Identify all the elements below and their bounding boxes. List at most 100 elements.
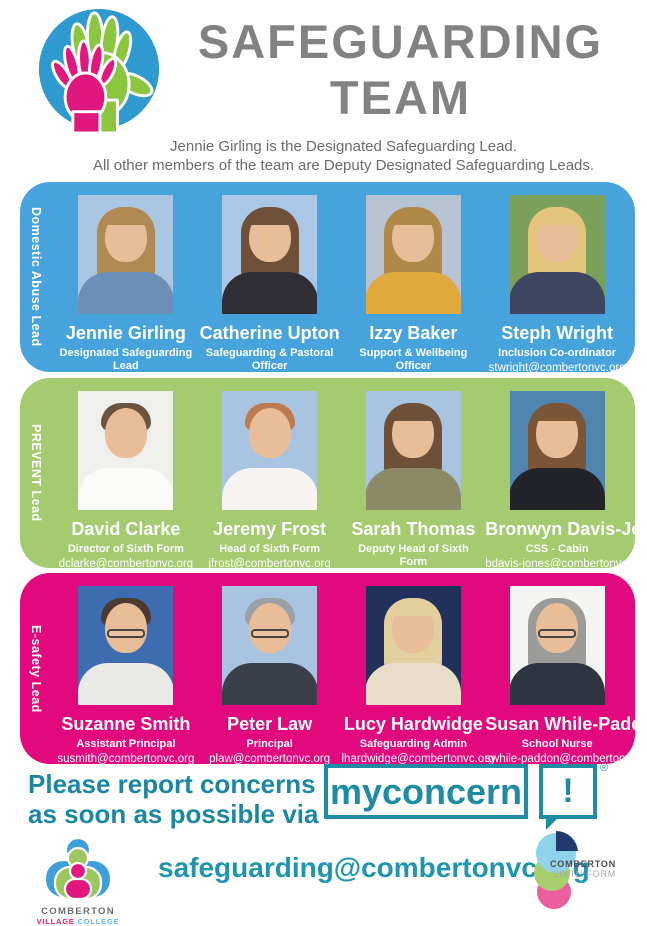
subtitle-line-2: All other members of the team are Deputy… xyxy=(92,157,595,174)
person-role: Safeguarding & Pastoral Officer xyxy=(205,347,334,372)
band-people-row: David Clarke Director of Sixth Form dcla… xyxy=(54,378,647,583)
photo-torso xyxy=(78,663,174,705)
person-name: Susan While-Paddon xyxy=(485,714,647,734)
photo-glasses xyxy=(250,629,289,638)
photo-glasses xyxy=(106,629,145,638)
person-photo xyxy=(78,391,174,510)
person-role: Support & Wellbeing Officer xyxy=(359,347,468,372)
photo-fringe xyxy=(103,209,148,225)
person-name: David Clarke xyxy=(71,519,181,539)
photo-torso xyxy=(78,468,174,510)
person-role: Director of Sixth Form xyxy=(67,543,184,555)
person-card-susan-while-paddon: Susan While-Paddon School Nurse swhile-p… xyxy=(485,573,647,765)
csf-logo-text-1: COMBERTON xyxy=(550,859,617,869)
person-card-lucy-hardwidge: Lucy Hardwidge Safeguarding Admin lhardw… xyxy=(341,573,495,765)
myconcern-wordmark: myconcern xyxy=(324,764,528,819)
person-photo xyxy=(78,195,174,314)
person-role: Deputy Head of Sixth Form xyxy=(358,543,469,568)
person-name: Jennie Girling xyxy=(65,323,186,343)
person-email: susmith@combertonvc.org xyxy=(57,753,195,765)
person-name: Izzy Baker xyxy=(369,323,458,343)
photo-fringe xyxy=(391,600,436,616)
person-email: lhardwidge@combertonvc.org xyxy=(341,753,495,765)
cvc-logo-text-2: VILLAGE COLLEGE xyxy=(28,917,128,926)
person-role: Designated Safeguarding Lead xyxy=(59,347,193,372)
person-role: Safeguarding Admin xyxy=(359,738,467,750)
person-photo xyxy=(509,195,605,314)
band-people-row: Suzanne Smith Assistant Principal susmit… xyxy=(54,573,647,765)
report-line-1: Please report concerns xyxy=(28,769,316,799)
person-photo xyxy=(365,391,461,510)
photo-torso xyxy=(222,272,318,314)
person-role: Principal xyxy=(246,738,293,750)
person-photo xyxy=(78,586,174,705)
band-vertical-label: Domestic Abuse Lead xyxy=(29,207,43,347)
person-email: jfrost@combertonvc.org xyxy=(208,558,331,570)
photo-fringe xyxy=(391,405,436,421)
cvc-logo-village: VILLAGE xyxy=(36,917,75,926)
photo-head xyxy=(104,408,147,458)
photo-fringe xyxy=(535,209,580,225)
myconcern-exclamation-icon: ! xyxy=(539,764,597,830)
photo-torso xyxy=(222,663,318,705)
photo-torso xyxy=(509,663,605,705)
cvc-logo-text-1: COMBERTON xyxy=(41,906,115,917)
band-people-row: Jennie Girling Designated Safeguarding L… xyxy=(54,182,629,387)
report-concerns-text: Please report concerns as soon as possib… xyxy=(28,769,318,829)
title-line-2: TEAM xyxy=(329,71,472,124)
person-email: stwright@combertonvc.org xyxy=(488,362,626,374)
person-name: Bronwyn Davis-Jones xyxy=(485,519,647,539)
person-card-david-clarke: David Clarke Director of Sixth Form dcla… xyxy=(54,378,198,570)
person-name: Catherine Upton xyxy=(199,323,340,343)
photo-head xyxy=(104,603,147,653)
title-line-1: SAFEGUARDING xyxy=(197,15,604,68)
registered-trademark-mark: ® xyxy=(600,762,609,774)
cvc-logo-college: COLLEGE xyxy=(77,917,120,926)
myconcern-logo: myconcern ! ® xyxy=(324,762,609,830)
csf-circles-icon xyxy=(534,830,578,909)
subtitle: Jennie Girling is the Designated Safegua… xyxy=(40,137,647,175)
person-photo xyxy=(222,586,318,705)
page-title: SAFEGUARDING TEAM xyxy=(158,14,643,126)
person-email: bdavis-jones@combertonvc.org xyxy=(485,558,647,570)
person-name: Peter Law xyxy=(227,714,313,734)
person-role: Head of Sixth Form xyxy=(219,543,321,555)
person-photo xyxy=(365,195,461,314)
person-role: Assistant Principal xyxy=(76,738,176,750)
hands-circle-logo-icon xyxy=(36,6,162,135)
person-role: CSS - Cabin xyxy=(525,543,589,555)
person-card-izzy-baker: Izzy Baker Support & Wellbeing Officer i… xyxy=(342,182,486,387)
photo-glasses xyxy=(538,629,577,638)
photo-torso xyxy=(365,468,461,510)
band-domestic-abuse-lead: Domestic Abuse Lead Jennie Girling Desig… xyxy=(20,182,635,387)
person-card-steph-wright: Steph Wright Inclusion Co-ordinator stwr… xyxy=(485,182,629,374)
cvc-people-icon xyxy=(43,836,113,901)
person-role: Inclusion Co-ordinator xyxy=(498,347,617,359)
photo-torso xyxy=(365,272,461,314)
band-vertical-label: PREVENT Lead xyxy=(29,424,43,522)
photo-torso xyxy=(509,272,605,314)
person-card-catherine-upton: Catherine Upton Safeguarding & Pastoral … xyxy=(198,182,342,387)
person-name: Steph Wright xyxy=(501,323,613,343)
csf-logo-text-2: SIXTH FORM xyxy=(552,869,617,879)
person-role: School Nurse xyxy=(521,738,593,750)
person-name: Lucy Hardwidge xyxy=(343,714,483,734)
person-photo xyxy=(365,586,461,705)
person-photo xyxy=(222,391,318,510)
person-email: swhile-paddon@combertonvc.org xyxy=(485,753,647,765)
person-email: dclarke@combertonvc.org xyxy=(58,558,194,570)
comberton-sixth-form-logo xyxy=(524,830,640,910)
photo-fringe xyxy=(391,209,436,225)
person-card-jeremy-frost: Jeremy Frost Head of Sixth Form jfrost@c… xyxy=(198,378,342,570)
report-line-2: as soon as possible via xyxy=(28,799,319,829)
person-card-sarah-thomas: Sarah Thomas Deputy Head of Sixth Form s… xyxy=(342,378,486,583)
photo-head xyxy=(248,603,291,653)
person-photo xyxy=(222,195,318,314)
photo-fringe xyxy=(247,209,292,225)
person-card-peter-law: Peter Law Principal plaw@combertonvc.org xyxy=(198,573,342,765)
photo-torso xyxy=(509,468,605,510)
band-e-safety-lead: E-safety Lead Suzanne Smith Assistant Pr… xyxy=(20,573,647,765)
person-card-jennie-girling: Jennie Girling Designated Safeguarding L… xyxy=(54,182,198,387)
photo-torso xyxy=(365,663,461,705)
